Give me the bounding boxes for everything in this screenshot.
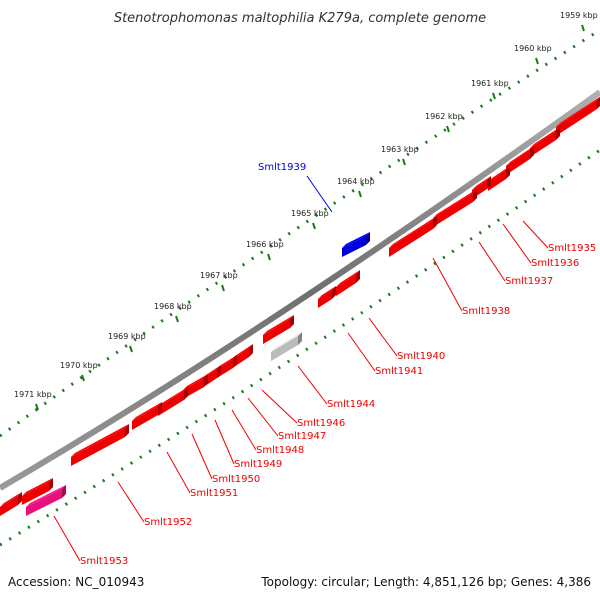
leader-line-smlt1941 — [347, 332, 376, 372]
kbp-label: 1966 kbp — [246, 240, 284, 249]
leader-line-smlt1950 — [191, 433, 213, 480]
gene-smlt1939 — [342, 232, 370, 257]
kbp-tick — [35, 403, 39, 411]
gene-smlt1950 — [158, 387, 188, 416]
gene-label-smlt1950[interactable]: Smlt1950 — [212, 474, 260, 485]
genome-summary-text: Topology: circular; Length: 4,851,126 bp… — [260, 575, 591, 589]
kbp-tick — [81, 374, 85, 382]
kbp-label: 1971 kbp — [14, 390, 52, 399]
leader-line-smlt1949 — [214, 419, 235, 465]
gene-smlt1941 — [318, 286, 336, 308]
leader-line-smlt1938 — [432, 257, 463, 312]
gene-label-smlt1952[interactable]: Smlt1952 — [144, 517, 192, 528]
leader-line-smlt1951 — [166, 451, 191, 494]
leader-line-smlt1953 — [53, 515, 81, 562]
map-title: Stenotrophomonas maltophilia K279a, comp… — [114, 11, 486, 26]
gene-smlt1953 — [26, 485, 66, 516]
kbp-tick — [358, 190, 362, 198]
inner-scale-dots — [0, 148, 600, 547]
gene-smlt1949 — [183, 374, 208, 399]
leader-line-smlt1948 — [231, 409, 257, 451]
leader-line-smlt1936 — [502, 223, 532, 264]
kbp-tick — [267, 253, 271, 261]
gene-label-smlt1941[interactable]: Smlt1941 — [375, 366, 423, 377]
gene-label-smlt1948[interactable]: Smlt1948 — [256, 445, 304, 456]
gene-label-smlt1940[interactable]: Smlt1940 — [397, 351, 445, 362]
kbp-tick — [402, 158, 406, 166]
gene-smlt1938 — [433, 189, 477, 227]
gene-smlt1951 — [132, 402, 162, 430]
leader-line-smlt1940 — [368, 317, 398, 357]
gene-label-smlt1947[interactable]: Smlt1947 — [278, 431, 326, 442]
kbp-label: 1967 kbp — [200, 271, 238, 280]
kbp-tick — [129, 345, 133, 353]
leader-line-smlt1937 — [478, 241, 506, 282]
gene-smlt1934 — [556, 96, 600, 136]
gene-label-smlt1944[interactable]: Smlt1944 — [327, 399, 375, 410]
kbp-tick — [535, 57, 539, 65]
kbp-label: 1969 kbp — [108, 332, 146, 341]
kbp-label: 1970 kbp — [60, 361, 98, 370]
gene-label-smlt1949[interactable]: Smlt1949 — [234, 459, 282, 470]
gene-smlt1952 — [71, 424, 129, 466]
gene-smlt1945 — [271, 332, 302, 361]
gene-label-smlt1953[interactable]: Smlt1953 — [80, 556, 128, 567]
kbp-tick — [581, 24, 585, 32]
kbp-label: 1959 kbp — [560, 11, 598, 20]
gene-labels: Smlt1939 Smlt1935 Smlt1936 Smlt1937 Smlt1938… — [53, 162, 596, 567]
kbp-label: 1962 kbp — [425, 112, 463, 121]
gene-features — [0, 96, 600, 516]
gene-smlt1937-b — [488, 166, 510, 191]
kbp-tick — [175, 315, 179, 323]
kbp-label: 1968 kbp — [154, 302, 192, 311]
leader-line-smlt1935 — [522, 220, 549, 249]
leader-line-smlt1946 — [261, 389, 298, 424]
gene-label-smlt1937[interactable]: Smlt1937 — [505, 276, 553, 287]
kbp-label: 1961 kbp — [471, 79, 509, 88]
kbp-scale: 1959 kbp 1960 kbp 1961 kbp 1962 kbp 1963 kbp… — [14, 11, 598, 411]
kbp-label: 1965 kbp — [291, 209, 329, 218]
gene-smlt1938-b — [389, 216, 437, 257]
kbp-label: 1963 kbp — [381, 145, 419, 154]
kbp-label: 1960 kbp — [514, 44, 552, 53]
leader-line-smlt1939 — [306, 175, 333, 213]
gene-label-smlt1951[interactable]: Smlt1951 — [190, 488, 238, 499]
gene-smlt1954 — [0, 492, 22, 516]
accession-text: Accession: NC_010943 — [8, 575, 144, 589]
leader-line-smlt1947 — [247, 397, 279, 437]
gene-smlt1952-b — [22, 478, 53, 505]
genome-backbone — [0, 89, 600, 491]
gene-label-smlt1938[interactable]: Smlt1938 — [462, 306, 510, 317]
gene-label-smlt1936[interactable]: Smlt1936 — [531, 258, 579, 269]
gene-smlt1940 — [336, 270, 360, 296]
gene-smlt1944 — [263, 315, 294, 344]
leader-line-smlt1952 — [117, 481, 145, 523]
gene-label-smlt1939[interactable]: Smlt1939 — [258, 162, 306, 173]
gene-label-smlt1935[interactable]: Smlt1935 — [548, 243, 596, 254]
kbp-tick — [446, 125, 450, 133]
leader-line-smlt1944 — [297, 365, 328, 405]
kbp-tick — [492, 92, 496, 100]
kbp-tick — [312, 222, 316, 230]
gene-smlt1935 — [530, 127, 560, 157]
kbp-label: 1964 kbp — [337, 177, 375, 186]
gene-smlt1936 — [506, 146, 534, 175]
gene-label-smlt1946[interactable]: Smlt1946 — [297, 418, 345, 429]
kbp-tick — [221, 284, 225, 292]
